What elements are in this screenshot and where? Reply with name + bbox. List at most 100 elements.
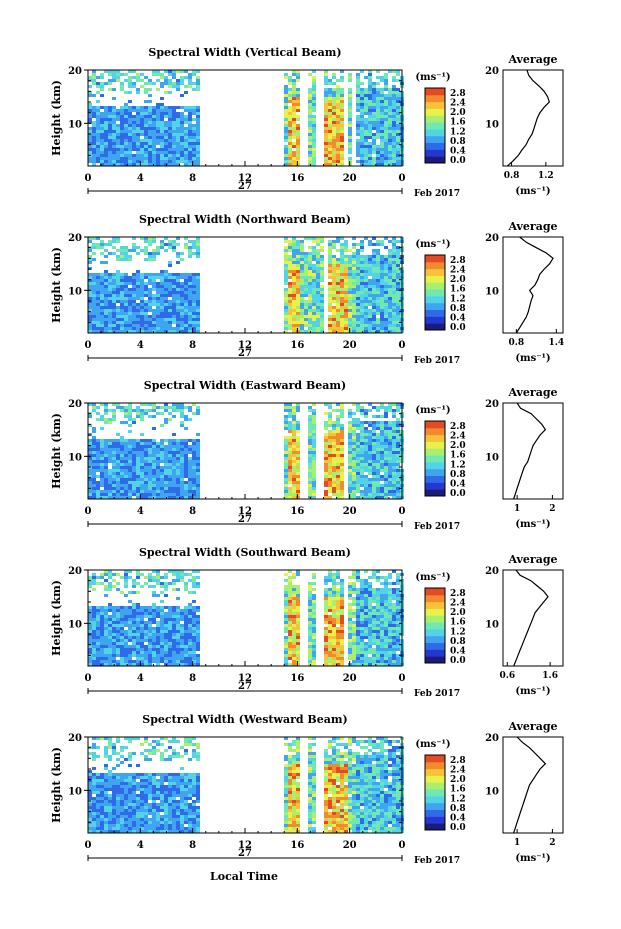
heatmap-cell <box>364 100 368 103</box>
heatmap-cell <box>104 621 108 624</box>
heatmap-cell <box>312 109 316 112</box>
heatmap-cell <box>116 273 120 276</box>
heatmap-cell <box>288 124 292 127</box>
heatmap-cell <box>396 442 400 445</box>
heatmap-cell <box>308 148 312 151</box>
heatmap-cell <box>180 303 184 306</box>
heatmap-cell <box>172 484 176 487</box>
heatmap-cell <box>144 276 148 279</box>
heatmap-cell <box>128 490 132 493</box>
heatmap-cell <box>312 318 316 321</box>
heatmap-cell <box>308 270 312 273</box>
heatmap-cell <box>96 109 100 112</box>
heatmap-cell <box>396 270 400 273</box>
heatmap-cell <box>172 490 176 493</box>
heatmap-cell <box>296 442 300 445</box>
heatmap-cell <box>196 285 200 288</box>
heatmap-cell <box>148 448 152 451</box>
heatmap-cell <box>332 109 336 112</box>
heatmap-cell <box>112 409 116 412</box>
heatmap-cell <box>308 418 312 421</box>
heatmap-cell <box>352 285 356 288</box>
heatmap-cell <box>340 148 344 151</box>
heatmap-cell <box>168 145 172 148</box>
heatmap-cell <box>332 484 336 487</box>
heatmap-cell <box>364 273 368 276</box>
heatmap-cell <box>380 79 384 82</box>
heatmap-cell <box>180 315 184 318</box>
heatmap-cell <box>368 457 372 460</box>
heatmap-cell <box>156 448 160 451</box>
heatmap-cell <box>356 436 360 439</box>
heatmap-cell <box>180 127 184 130</box>
heatmap-cell <box>336 324 340 327</box>
heatmap-cell <box>292 255 296 258</box>
heatmap-cell <box>392 436 396 439</box>
heatmap-cell <box>108 493 112 496</box>
heatmap-cell <box>120 439 124 442</box>
heatmap-cell <box>336 424 340 427</box>
heatmap-cell <box>176 487 180 490</box>
heatmap-cell <box>160 457 164 460</box>
heatmap-cell <box>172 145 176 148</box>
heatmap-cell <box>392 472 396 475</box>
heatmap-cell <box>320 306 324 309</box>
heatmap-cell <box>104 451 108 454</box>
heatmap-cell <box>192 481 196 484</box>
heatmap-cell <box>332 267 336 270</box>
heatmap-cell <box>124 472 128 475</box>
heatmap-cell <box>312 148 316 151</box>
heatmap-cell <box>144 300 148 303</box>
heatmap-cell <box>112 76 116 79</box>
heatmap-cell <box>396 279 400 282</box>
heatmap-cell <box>132 127 136 130</box>
heatmap-cell <box>132 324 136 327</box>
heatmap-cell <box>392 466 396 469</box>
heatmap-cell <box>172 112 176 115</box>
heatmap-cell <box>140 276 144 279</box>
heatmap-cell <box>292 157 296 160</box>
heatmap-cell <box>312 115 316 118</box>
heatmap-cell <box>144 660 148 663</box>
heatmap-cell <box>148 654 152 657</box>
heatmap-cell <box>380 270 384 273</box>
heatmap-cell <box>316 273 320 276</box>
heatmap-cell <box>324 484 328 487</box>
heatmap-cell <box>340 496 344 499</box>
heatmap-cell <box>384 451 388 454</box>
heatmap-cell <box>296 436 300 439</box>
heatmap-cell <box>308 318 312 321</box>
heatmap-cell <box>296 430 300 433</box>
heatmap-cell <box>92 258 96 261</box>
heatmap-cell <box>292 130 296 133</box>
heatmap-cell <box>192 246 196 249</box>
heatmap-cell <box>136 288 140 291</box>
heatmap-cell <box>372 436 376 439</box>
heatmap-cell <box>108 70 112 73</box>
heatmap-cell <box>328 415 332 418</box>
heatmap-cell <box>356 439 360 442</box>
heatmap-cell <box>104 612 108 615</box>
heatmap-cell <box>164 139 168 142</box>
heatmap-cell <box>96 582 100 585</box>
heatmap-cell <box>368 124 372 127</box>
heatmap-cell <box>372 300 376 303</box>
heatmap-cell <box>128 570 132 573</box>
heatmap-cell <box>372 297 376 300</box>
heatmap-cell <box>144 472 148 475</box>
heatmap-cell <box>380 88 384 91</box>
heatmap-cell <box>388 309 392 312</box>
heatmap-cell <box>124 300 128 303</box>
heatmap-cell <box>176 151 180 154</box>
heatmap-cell <box>160 472 164 475</box>
heatmap-cell <box>88 424 92 427</box>
heatmap-cell <box>172 142 176 145</box>
heatmap-cell <box>188 478 192 481</box>
heatmap-cell <box>392 270 396 273</box>
heatmap-cell <box>336 264 340 267</box>
heatmap-cell <box>108 606 112 609</box>
heatmap-cell <box>292 303 296 306</box>
heatmap-cell <box>88 148 92 151</box>
heatmap-cell <box>100 151 104 154</box>
heatmap-cell <box>340 315 344 318</box>
